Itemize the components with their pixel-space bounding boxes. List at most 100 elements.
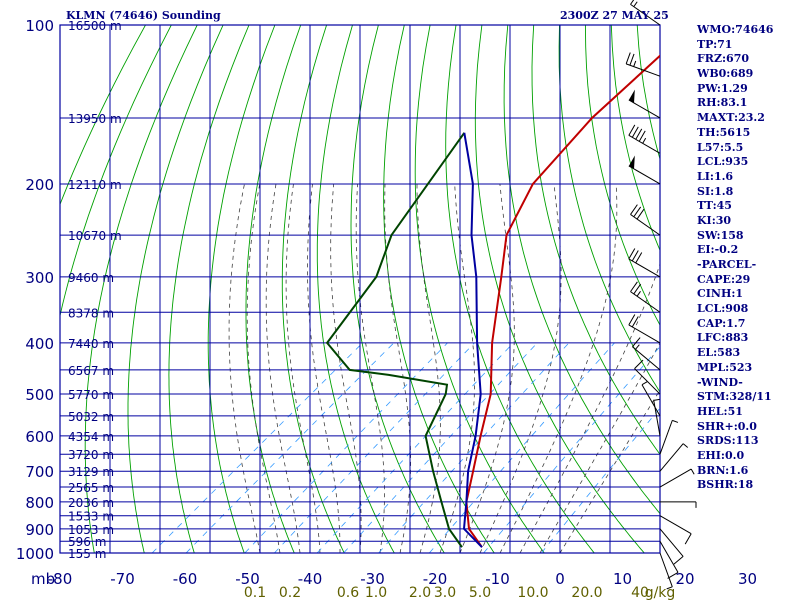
stat-item: TH:5615: [697, 125, 751, 139]
wind-barb: [659, 443, 689, 472]
wind-barb: [628, 155, 661, 185]
wind-barb-flag: [631, 316, 639, 328]
temperature-tick-label: 30: [738, 570, 757, 588]
stat-item: MPL:523: [697, 360, 753, 374]
wind-barb-flag: [628, 314, 636, 326]
wind-barb-flag: [638, 130, 646, 142]
wind-barb-staff: [659, 443, 684, 472]
stat-item: TT:45: [697, 199, 732, 213]
pressure-tick-label: 600: [25, 428, 54, 446]
wind-barb-staff: [653, 400, 661, 436]
wind-barb-staff: [630, 291, 661, 313]
height-label: 7440 m: [68, 337, 114, 351]
wind-barb-staff: [628, 99, 661, 119]
mixing-ratio-label: 2.0: [409, 585, 431, 600]
temperature-tick-label: 0: [555, 570, 565, 588]
mixing-ratio-line: [151, 342, 363, 553]
stat-item: KI:30: [697, 213, 732, 227]
pressure-tick-label: 300: [25, 269, 54, 287]
temperature-tick-label: 10: [613, 570, 632, 588]
wind-barb-half-flag: [672, 419, 679, 423]
wind-barb: [630, 281, 661, 313]
wind-barb-staff: [630, 3, 661, 26]
wind-barb: [628, 314, 661, 344]
height-label: 6567 m: [68, 364, 114, 378]
temperature-tick-label: -80: [48, 570, 73, 588]
wind-barb-staff: [659, 528, 684, 557]
moist-adiabat-line: [355, 183, 385, 553]
mixing-ratio-label: 10.0: [517, 585, 548, 600]
wind-barb-half-flag: [635, 344, 640, 350]
height-label: 12110 m: [68, 178, 122, 192]
stat-item: SRDS:113: [697, 434, 759, 448]
wind-barb-half-flag: [690, 468, 695, 475]
moist-adiabat-line: [285, 183, 321, 553]
pressure-tick-label: 200: [25, 176, 54, 194]
stat-item: CINH:1: [697, 287, 744, 301]
wind-barb-flag: [631, 126, 639, 138]
height-label: 3129 m: [68, 465, 114, 479]
stat-item: LI:1.6: [697, 169, 734, 183]
moist-adiabat-line: [416, 183, 441, 553]
wind-barb-flag: [628, 124, 636, 136]
pressure-tick-label: 700: [25, 463, 54, 481]
height-label: 5770 m: [68, 388, 114, 402]
height-label: 2565 m: [68, 481, 114, 495]
temperature-tick-label: -10: [485, 570, 510, 588]
stat-item: L57:5.5: [697, 140, 744, 154]
mixing-ratio-label: 0.6: [337, 585, 359, 600]
wind-barb-flag: [633, 283, 642, 295]
mixing-ratio-label: 1.0: [365, 585, 387, 600]
mixing-ratio-label: 0.1: [244, 585, 266, 600]
height-label: 1533 m: [68, 510, 114, 524]
wind-barb-half-flag: [682, 443, 689, 448]
wind-barb-staff: [626, 63, 661, 77]
stat-item: RH:83.1: [697, 96, 748, 110]
stat-item: EL:583: [697, 346, 741, 360]
wind-barb-staff: [628, 324, 661, 344]
stat-item: TP:71: [697, 37, 733, 51]
wind-barb: [625, 52, 661, 77]
wind-barb-flag: [630, 281, 638, 292]
temperature-tick-label: -60: [173, 570, 198, 588]
mixing-ratio-lines: [151, 342, 660, 553]
wind-barb-staff: [659, 540, 679, 573]
wind-barb-staff: [630, 214, 661, 236]
mixing-ratio-label: 0.2: [279, 585, 301, 600]
stat-item: MAXT:23.2: [697, 111, 765, 125]
wind-barb-flag: [684, 533, 692, 545]
wind-barb-staff: [632, 346, 661, 371]
pressure-tick-label: 800: [25, 494, 54, 512]
height-label: 155 m: [68, 547, 106, 561]
temperature-tick-label: -50: [235, 570, 260, 588]
wind-barb: [659, 419, 679, 455]
moist-adiabat-line: [330, 183, 362, 553]
wind-barb-staff: [659, 552, 673, 587]
dry-adiabat-line: [281, 25, 345, 553]
dry-adiabat-line: [245, 25, 302, 553]
height-label: 5032 m: [68, 410, 114, 424]
stat-item: -WIND-: [697, 375, 743, 389]
stat-item: HEL:51: [697, 404, 743, 418]
wind-barb: [634, 359, 661, 395]
wind-barb: [628, 124, 661, 154]
wind-barb-flag: [633, 206, 642, 218]
height-label: 13950 m: [68, 112, 122, 126]
wind-barb-flag: [631, 250, 639, 262]
wind-barb-staff: [634, 368, 661, 395]
sounding-traces: [325, 54, 660, 548]
valid-time: 2300Z 27 MAY 25: [560, 9, 669, 22]
stat-item: SW:158: [697, 228, 744, 242]
dry-adiabat-line: [383, 25, 495, 553]
isobars-isotherms: [59, 24, 661, 554]
wind-barb: [641, 381, 661, 417]
moist-adiabat-line: [246, 183, 281, 553]
wind-barb-staff: [659, 420, 673, 455]
pressure-tick-label: 500: [25, 386, 54, 404]
moist-adiabat-line: [499, 183, 618, 553]
wind-barb-half-flag: [642, 137, 647, 144]
stats-panel: WMO:74646 TP:71 FRZ:670 WB0:689 PW:1.29 RH:83…: [697, 23, 797, 493]
wind-barb-flag: [625, 52, 631, 65]
stat-item: BRN:1.6: [697, 463, 749, 477]
